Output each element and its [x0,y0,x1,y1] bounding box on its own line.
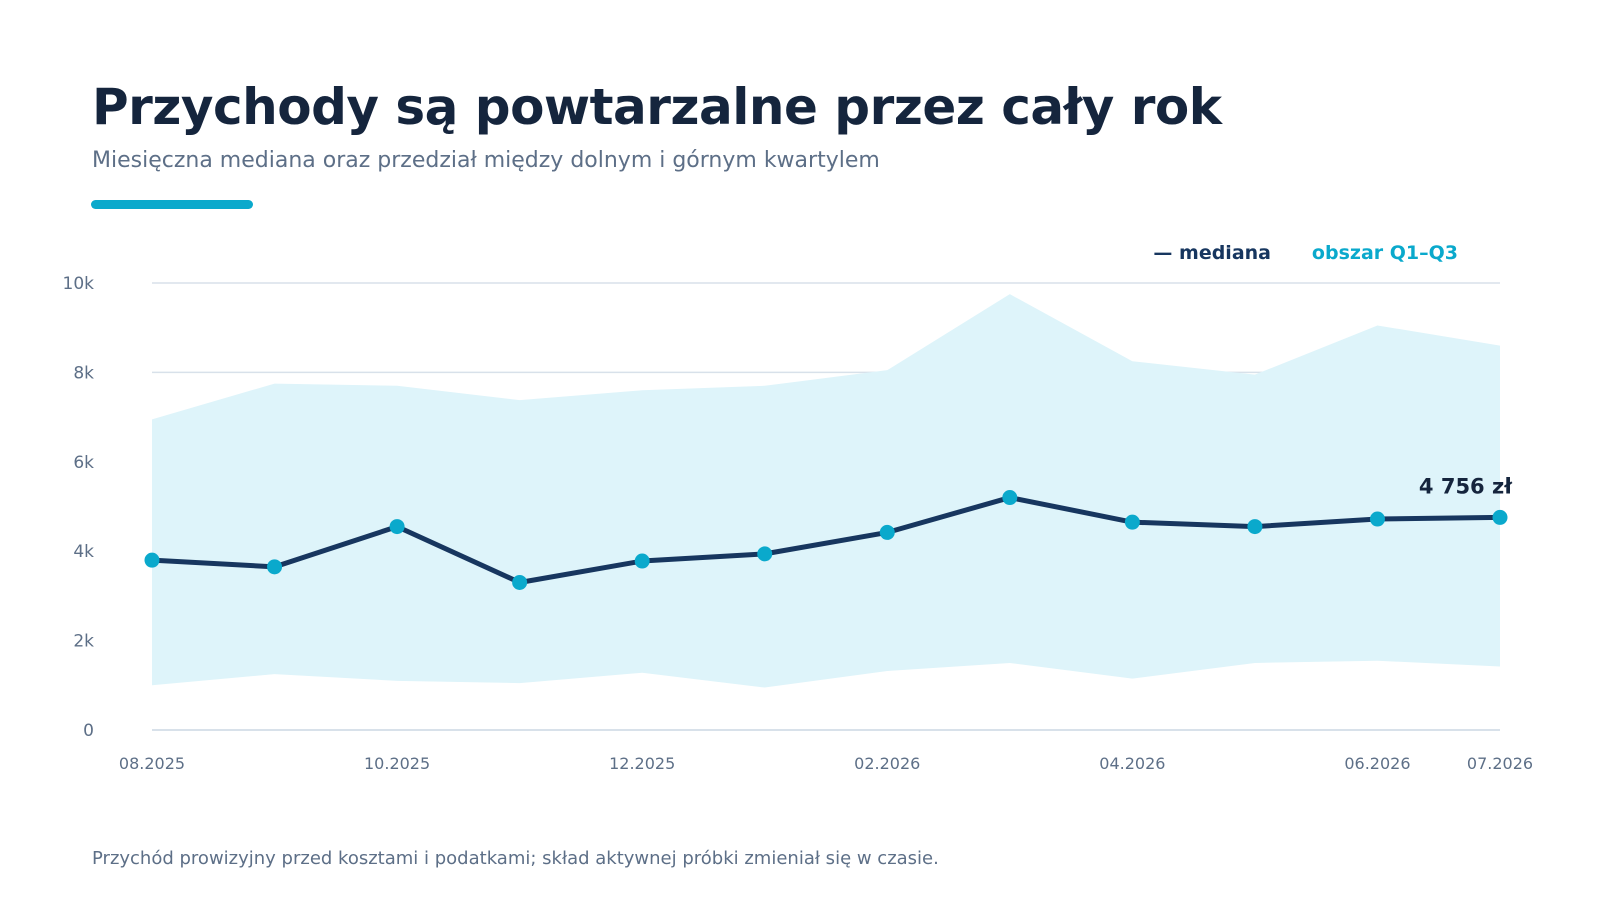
median-points [144,490,1508,590]
median-point [389,519,405,535]
legend-median: — mediana [1153,242,1271,264]
quartile-band-layer [152,294,1500,688]
legend: — mediana obszar Q1–Q3 [1153,242,1458,264]
median-point [267,559,283,575]
median-point [1492,509,1508,525]
median-line [149,495,1503,585]
x-tick-label: 04.2026 [1099,754,1165,773]
y-tick-label: 6k [73,453,94,473]
median-point [757,546,773,562]
x-tick-label: 02.2026 [854,754,920,773]
median-point [1124,514,1140,530]
y-tick-label: 8k [73,363,94,383]
quartile-band [152,294,1500,688]
page-subtitle: Miesięczna mediana oraz przedział między… [92,148,880,173]
median-point [1002,490,1018,506]
y-tick-label: 0 [83,721,94,741]
x-tick-label: 07.2026 [1467,754,1533,773]
x-tick-label: 12.2025 [609,754,675,773]
median-point [879,524,895,540]
median-line-layer [149,495,1503,585]
y-tick-label: 2k [73,632,94,652]
x-axis-ticks: 08.2025 10.2025 12.2025 02.2026 04.2026 06.20… [119,754,1533,773]
x-tick-label: 10.2025 [364,754,430,773]
page-title: Przychody są powtarzalne przez cały rok [92,78,1222,136]
x-tick-label: 08.2025 [119,754,185,773]
median-point [512,574,528,590]
legend-band: obszar Q1–Q3 [1312,242,1458,264]
x-tick-label: 06.2026 [1344,754,1410,773]
y-axis-ticks: 0 2k 4k 6k 8k 10k [63,274,95,741]
accent-bar [91,200,253,209]
y-tick-label: 4k [73,542,94,562]
median-point [1369,511,1385,527]
median-point [1247,519,1263,535]
footnote: Przychód prowizyjny przed kosztami i pod… [92,848,939,869]
median-point [144,552,160,568]
median-point [634,553,650,569]
last-value-label: 4 756 zł [1419,474,1513,498]
y-tick-label: 10k [63,274,95,294]
